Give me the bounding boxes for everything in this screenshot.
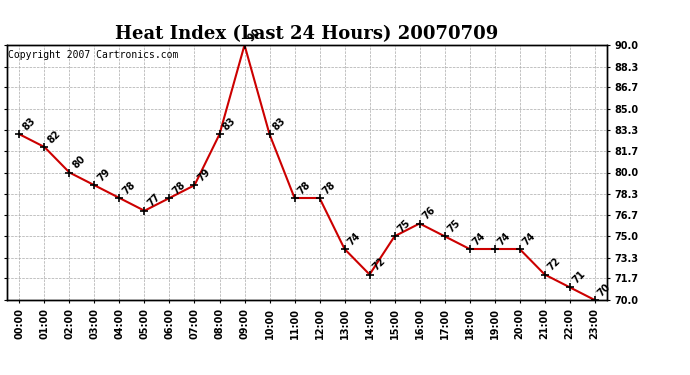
Text: 79: 79 [96,167,112,183]
Text: 79: 79 [196,167,213,183]
Text: 74: 74 [471,231,488,247]
Text: 74: 74 [521,231,538,247]
Text: 77: 77 [146,192,162,209]
Text: 78: 78 [296,179,313,196]
Text: Copyright 2007 Cartronics.com: Copyright 2007 Cartronics.com [8,50,179,60]
Text: 80: 80 [70,154,88,171]
Text: 83: 83 [270,116,288,132]
Text: 78: 78 [321,179,337,196]
Text: 75: 75 [446,218,462,234]
Text: 74: 74 [346,231,362,247]
Text: 78: 78 [121,179,137,196]
Text: 70: 70 [596,282,613,298]
Text: 76: 76 [421,205,437,222]
Text: 72: 72 [371,256,388,273]
Text: 71: 71 [571,269,588,285]
Text: 90: 90 [246,27,262,43]
Text: 83: 83 [221,116,237,132]
Text: 78: 78 [170,179,188,196]
Text: 72: 72 [546,256,562,273]
Title: Heat Index (Last 24 Hours) 20070709: Heat Index (Last 24 Hours) 20070709 [115,26,499,44]
Text: 83: 83 [21,116,37,132]
Text: 82: 82 [46,128,62,145]
Text: 75: 75 [396,218,413,234]
Text: 74: 74 [496,231,513,247]
